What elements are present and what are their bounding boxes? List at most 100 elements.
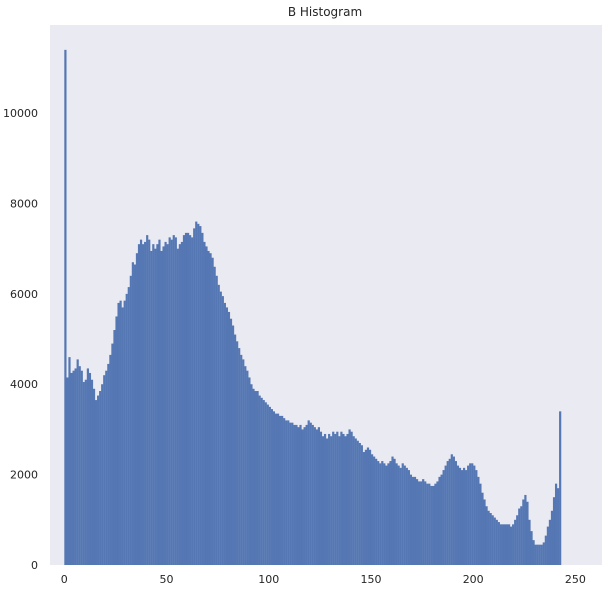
- histogram-bar: [448, 458, 451, 565]
- histogram-bar: [92, 388, 96, 565]
- histogram-bar: [305, 424, 308, 565]
- y-tick-label: 8000: [10, 197, 38, 210]
- histogram-bar: [127, 287, 130, 565]
- histogram-bar: [256, 391, 259, 565]
- histogram-bar: [323, 433, 327, 565]
- histogram-bar: [503, 524, 507, 565]
- histogram-bar: [497, 522, 500, 565]
- histogram-bar: [129, 275, 132, 565]
- histogram-bar: [354, 438, 357, 565]
- histogram-bar: [133, 264, 137, 565]
- histogram-bar: [131, 262, 134, 565]
- histogram-bar: [532, 540, 535, 565]
- histogram-bar: [182, 235, 186, 565]
- histogram-bar: [413, 476, 417, 565]
- y-tick-label: 4000: [10, 378, 38, 391]
- x-tick-label: 50: [160, 573, 174, 586]
- histogram-bar: [309, 422, 312, 565]
- histogram-bar: [399, 467, 402, 565]
- histogram-bar: [397, 465, 400, 565]
- histogram-bar: [360, 445, 363, 565]
- histogram-bar: [242, 359, 245, 565]
- histogram-bar: [70, 372, 73, 565]
- histogram-bar: [76, 359, 79, 565]
- histogram-bar: [297, 427, 300, 565]
- histogram-bar: [460, 470, 464, 565]
- histogram-bar: [446, 461, 449, 565]
- histogram-bar: [499, 524, 502, 565]
- histogram-bar: [105, 370, 108, 565]
- histogram-bar: [156, 244, 159, 565]
- histogram-bar: [254, 391, 257, 565]
- histogram-bar: [231, 325, 235, 565]
- histogram-bar: [438, 476, 441, 565]
- x-tick-label: 100: [258, 573, 279, 586]
- histogram-bar: [258, 395, 261, 565]
- histogram-bar: [276, 413, 280, 565]
- histogram-bar: [344, 436, 347, 565]
- histogram-bar: [544, 535, 547, 565]
- histogram-bar: [283, 418, 286, 565]
- chart-title: B Histogram: [288, 5, 362, 19]
- histogram-bar: [348, 429, 351, 565]
- histogram-bar: [186, 232, 190, 566]
- histogram-bar: [409, 474, 413, 565]
- histogram-bar: [383, 463, 386, 565]
- histogram-bar: [559, 411, 562, 565]
- histogram-bar: [471, 463, 474, 565]
- histogram-bar: [340, 431, 343, 565]
- histogram-bar: [184, 232, 188, 566]
- histogram-bar: [393, 458, 396, 565]
- histogram-bar: [315, 429, 318, 565]
- histogram-bar: [395, 463, 398, 565]
- histogram-bar: [507, 524, 511, 565]
- histogram-bar: [225, 307, 229, 565]
- histogram-bar: [137, 244, 141, 565]
- histogram-bars: [64, 49, 562, 566]
- histogram-bar: [356, 440, 359, 565]
- histogram-bar: [195, 221, 198, 565]
- histogram-bar: [516, 515, 519, 565]
- histogram-bar: [164, 241, 167, 566]
- histogram-bar: [426, 483, 429, 565]
- histogram-bar: [552, 497, 556, 565]
- histogram-bar: [150, 250, 153, 566]
- histogram-bar: [557, 488, 560, 565]
- histogram-bar: [524, 494, 527, 565]
- histogram-bar: [467, 465, 470, 565]
- histogram-bar: [154, 248, 157, 565]
- histogram-bar: [285, 420, 288, 565]
- histogram-bar: [430, 485, 433, 565]
- histogram-bar: [352, 436, 355, 565]
- histogram-bar: [526, 501, 529, 565]
- histogram-bar: [80, 370, 83, 565]
- histogram-bar: [101, 384, 104, 565]
- histogram-bar: [193, 228, 196, 565]
- histogram-bar: [142, 244, 145, 565]
- histogram-bar: [111, 343, 114, 565]
- histogram-bar: [505, 524, 509, 565]
- histogram-bar: [477, 476, 480, 565]
- histogram-bar: [246, 370, 249, 565]
- histogram-bar: [227, 311, 231, 565]
- histogram-bar: [201, 232, 204, 566]
- histogram-bar: [168, 237, 171, 565]
- histogram-bar: [209, 253, 212, 565]
- histogram-bar: [125, 293, 128, 565]
- histogram-bar: [370, 454, 374, 565]
- histogram-bar: [458, 467, 462, 565]
- histogram-bar: [260, 397, 263, 565]
- histogram-bar: [152, 244, 155, 565]
- histogram-bar: [172, 235, 175, 565]
- histogram-bar: [481, 492, 484, 565]
- histogram-bar: [199, 226, 202, 565]
- histogram-bar: [215, 275, 218, 565]
- histogram-bar: [121, 307, 124, 565]
- histogram-bar: [342, 433, 345, 565]
- histogram-bar: [162, 246, 165, 565]
- histogram-bar: [78, 366, 81, 565]
- histogram-bar: [109, 354, 112, 565]
- histogram-bar: [299, 424, 302, 565]
- histogram-bar: [510, 526, 513, 565]
